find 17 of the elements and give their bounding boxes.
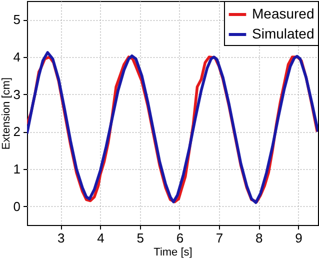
y-tick-label: 0 <box>13 198 20 214</box>
y-tick-label: 3 <box>13 86 20 102</box>
y-tick-label: 4 <box>13 50 20 64</box>
y-tick-label: 2 <box>13 124 20 140</box>
x-tick-label: 5 <box>136 230 144 246</box>
y-axis-title: Extension [cm] <box>0 77 12 150</box>
x-tick-label: 3 <box>58 230 65 246</box>
x-tick-label: 9 <box>295 230 302 246</box>
x-tick-label: 8 <box>255 230 263 246</box>
x-axis-title: Time [s] <box>154 246 192 258</box>
legend-label: Measured <box>252 6 314 22</box>
x-tick-label: 4 <box>97 230 104 246</box>
y-tick-label: 5 <box>13 12 20 28</box>
x-tick-label: 6 <box>176 230 184 246</box>
x-tick-label: 7 <box>216 230 224 246</box>
y-tick-label: 1 <box>13 162 20 176</box>
legend-label: Simulated <box>252 26 314 42</box>
